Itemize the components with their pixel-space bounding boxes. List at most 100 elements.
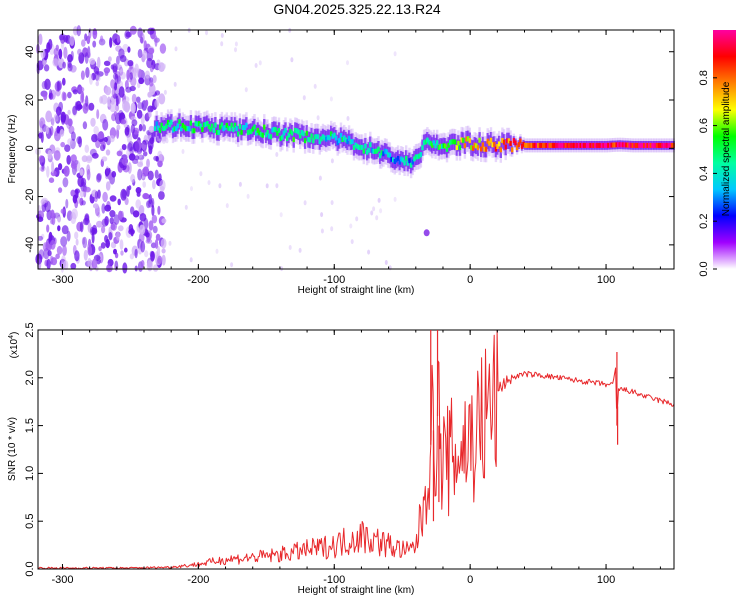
heatmap-noise-blob [154,99,159,108]
heatmap-noise-blob [142,139,149,145]
heatmap-noise-blob [51,161,55,174]
heatmap-noise-blob [62,77,66,86]
heatmap-noise-blob [265,183,269,189]
heatmap-noise-blob [372,206,376,212]
heatmap-noise-blob [154,239,159,249]
heatmap-noise-blob [118,110,124,118]
heatmap-noise-blob [62,177,69,188]
heatmap-noise-blob [91,152,99,159]
heatmap-noise-blob [138,68,143,80]
heatmap-noise-blob [147,139,154,151]
heatmap-ridge-cell [356,143,359,149]
heatmap-ridge-cell [558,142,561,148]
heatmap-ridge-cell [206,121,209,126]
heatmap-noise-blob [152,264,159,272]
heatmap-ridge-cell [501,138,504,143]
heatmap-noise-blob [43,92,48,101]
heatmap-noise-blob [108,56,112,62]
heatmap-ridge-cell [517,142,520,148]
heatmap-noise-blob [215,248,219,254]
heatmap-ridge-cell [392,157,395,163]
heatmap-noise-blob [230,262,234,268]
heatmap-ridge-cell [188,126,191,132]
heatmap-noise-blob [220,33,224,38]
heatmap-noise-blob [133,68,139,79]
heatmap-ridge-cell [259,131,263,137]
heatmap-ridge-cell [210,123,214,129]
heatmap-noise-blob [234,47,237,53]
heatmap-noise-blob [111,171,117,178]
heatmap-ridge-cell [419,152,423,158]
heatmap-noise-blob [43,64,50,72]
heatmap-noise-blob [189,257,193,263]
heatmap-ridge-cell [608,142,612,148]
heatmap-ridge-cell [589,142,592,148]
heatmap-ridge-cell [590,142,594,148]
heatmap-noise-blob [118,48,125,59]
heatmap-ridge-cell [219,124,222,130]
heatmap-ridge-cell [626,142,630,148]
heatmap-ridge-cell [644,142,648,148]
heatmap-ridge-cell [602,142,605,148]
heatmap-noise-blob [254,63,258,68]
heatmap-noise-blob [58,163,63,171]
heatmap-ridge-cell [178,119,181,124]
heatmap-noise-blob [40,166,45,172]
heatmap-ridge-cell [528,142,532,148]
heatmap-noise-blob [330,226,334,232]
heatmap-noise-blob [81,200,86,206]
heatmap-ridge-cell [623,142,626,148]
heatmap-ridge-cell [440,144,444,149]
heatmap-ridge-cell [610,142,613,148]
heatmap-ridge-cell [295,128,299,134]
heatmap-ridge-cell [398,159,401,165]
heatmap-ridge-cell [551,142,555,148]
heatmap-noise-blob [142,124,146,132]
heatmap-ridge-cell [416,154,419,160]
heatmap-noise-blob [258,60,262,66]
heatmap-noise-blob [66,118,72,129]
heatmap-ridge-cell [592,142,595,148]
heatmap-noise-blob [138,204,145,215]
heatmap-noise-blob [91,258,98,270]
heatmap-ridge-cell [431,142,434,148]
snr-x-tick-label: -100 [323,574,345,586]
heatmap-ridge-cell [173,126,176,132]
heatmap-noise-blob [85,95,89,107]
heatmap-noise-blob [129,85,136,92]
heatmap-noise-blob [141,168,148,177]
heatmap-noise-blob [84,52,89,64]
heatmap-ridge-cell [638,142,641,148]
heatmap-ridge-cell [506,138,509,144]
heatmap-noise-blob [377,197,381,203]
heatmap-noise-blob [109,210,116,218]
heatmap-ridge-cell [411,159,414,165]
heatmap-ridge-cell [245,122,248,128]
heatmap-ridge-cell [378,153,382,159]
heatmap-ridge-cell [535,142,538,148]
heatmap-noise-blob [114,73,119,86]
heatmap-ridge-cell [255,130,258,136]
heatmap-ridge-cell [559,142,563,148]
heatmap-noise-blob [152,74,157,84]
heatmap-ridge-cell [587,142,591,148]
heatmap-noise-blob [105,238,110,249]
heatmap-noise-blob [62,245,67,256]
heatmap-ridge-cell [667,142,670,148]
heatmap-ridge-cell [204,122,207,127]
heatmap-noise-blob [129,72,133,80]
colorbar-tick-label: 0.0 [698,261,710,276]
heatmap-ridge-cell [258,130,261,136]
heatmap-noise-blob [92,40,97,48]
heatmap-noise-blob [63,46,68,59]
heatmap-ridge-cell [498,141,501,147]
heatmap-noise-blob [100,94,108,105]
heatmap-noise-blob [120,188,127,201]
heatmap-noise-blob [117,198,121,206]
heatmap-noise-blob [60,141,66,148]
snr-x-tick-label: -300 [51,574,73,586]
heatmap-ridge-cell [471,145,475,151]
heatmap-noise-blob [129,253,135,260]
heatmap-ridge-cell [515,145,519,151]
heatmap-noise-blob [46,258,51,270]
